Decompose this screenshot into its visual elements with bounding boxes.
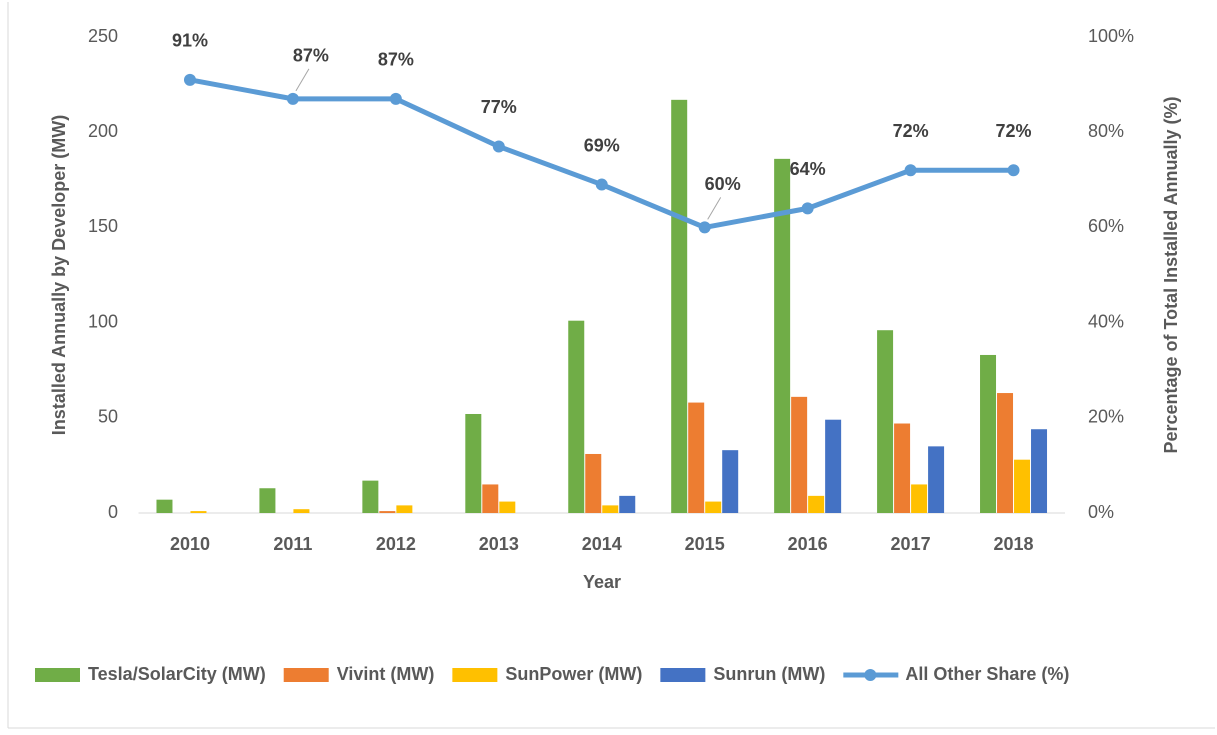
legend-swatch — [452, 668, 498, 682]
x-tick-label: 2018 — [994, 534, 1034, 554]
data-label: 69% — [584, 135, 620, 155]
bar — [396, 505, 413, 513]
leader-line — [295, 68, 310, 92]
line-marker — [389, 92, 402, 105]
bar — [585, 453, 602, 513]
y2-tick-label: 80% — [1088, 121, 1124, 141]
bar — [482, 484, 499, 513]
x-tick-label: 2017 — [891, 534, 931, 554]
y2-tick-label: 60% — [1088, 216, 1124, 236]
bar — [190, 511, 207, 513]
bar — [894, 423, 911, 513]
bar — [877, 330, 894, 513]
data-label: 64% — [790, 159, 826, 179]
x-tick-label: 2010 — [170, 534, 210, 554]
data-label: 60% — [705, 174, 741, 194]
x-tick-label: 2011 — [273, 534, 312, 554]
legend-swatch — [660, 668, 706, 682]
bar — [791, 396, 808, 513]
bar — [825, 419, 842, 513]
line-marker — [286, 92, 299, 105]
bar — [997, 393, 1014, 513]
line-marker — [904, 164, 917, 177]
bar — [928, 446, 945, 513]
bar — [602, 505, 619, 513]
x-tick-label: 2014 — [582, 534, 622, 554]
x-tick-label: 2012 — [376, 534, 416, 554]
bar — [1031, 429, 1048, 513]
data-label: 77% — [481, 97, 517, 117]
legend-label: All Other Share (%) — [905, 664, 1069, 684]
line-marker — [595, 178, 608, 191]
line-marker — [492, 140, 505, 153]
legend-label: Tesla/SolarCity (MW) — [88, 664, 266, 684]
line-marker — [183, 73, 196, 86]
legend-swatch — [864, 669, 877, 681]
legend-label: Vivint (MW) — [337, 664, 435, 684]
data-label: 87% — [378, 50, 414, 70]
bar — [568, 320, 585, 513]
bar — [671, 99, 688, 513]
legend-label: SunPower (MW) — [505, 664, 642, 684]
line-marker — [801, 202, 814, 215]
line-marker — [1007, 164, 1020, 177]
bar — [980, 354, 997, 513]
y2-tick-label: 40% — [1088, 311, 1124, 331]
bar — [499, 501, 516, 513]
bar — [1014, 459, 1031, 513]
bar — [722, 450, 739, 513]
x-axis-title: Year — [583, 572, 621, 592]
bar — [911, 484, 928, 513]
x-tick-label: 2016 — [788, 534, 828, 554]
leader-line — [707, 197, 722, 220]
bar — [379, 511, 396, 513]
data-label: 91% — [172, 31, 208, 51]
x-tick-label: 2015 — [685, 534, 725, 554]
data-label: 87% — [293, 46, 329, 66]
legend-swatch — [35, 668, 80, 682]
bar — [688, 402, 705, 513]
data-label: 72% — [996, 121, 1032, 141]
legend-label: Sunrun (MW) — [713, 664, 825, 684]
y2-tick-label: 100% — [1088, 26, 1134, 46]
y-tick-label: 0 — [108, 502, 118, 522]
y-axis-title: Installed Annually by Developer (MW) — [49, 115, 69, 435]
y2-tick-label: 20% — [1088, 407, 1124, 427]
y2-axis-title: Percentage of Total Installed Annually (… — [1161, 96, 1181, 453]
y-tick-label: 150 — [88, 216, 118, 236]
y2-tick-label: 0% — [1088, 502, 1114, 522]
y-tick-label: 100 — [88, 311, 118, 331]
bar — [705, 501, 722, 513]
y-tick-label: 200 — [88, 121, 118, 141]
legend-swatch — [283, 668, 329, 682]
bar — [156, 499, 173, 513]
bar — [259, 488, 276, 513]
bar — [362, 480, 379, 513]
data-label: 72% — [893, 121, 929, 141]
line-marker — [698, 221, 711, 234]
bar — [293, 509, 310, 513]
y-tick-label: 50 — [98, 407, 118, 427]
bar — [619, 495, 636, 513]
y-tick-label: 250 — [88, 26, 118, 46]
bar — [465, 413, 482, 513]
bar — [774, 158, 791, 513]
bar — [808, 495, 825, 513]
x-tick-label: 2013 — [479, 534, 519, 554]
